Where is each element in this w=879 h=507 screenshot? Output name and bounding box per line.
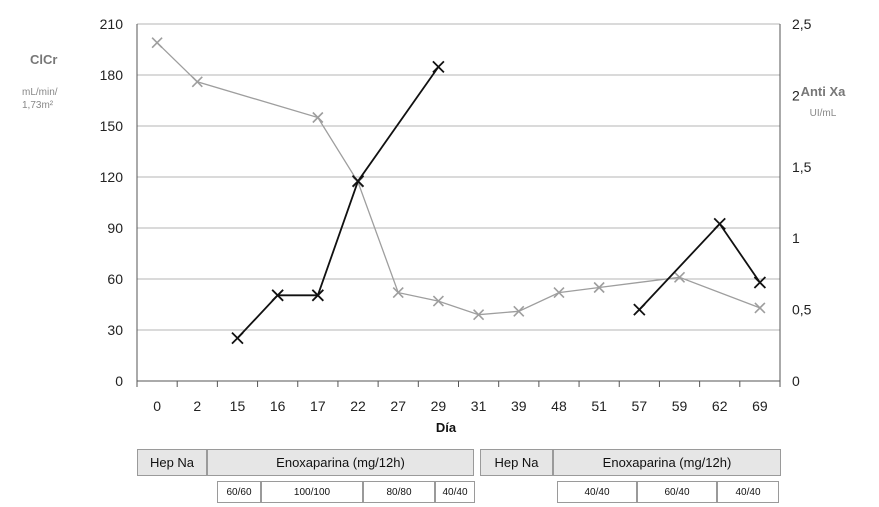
x-tick-label: 31: [471, 398, 487, 414]
x-tick-label: 17: [310, 398, 326, 414]
grid-lines: [137, 23, 780, 331]
left-axis-unit-line-2: 1,73m²: [22, 100, 54, 111]
right-axis-unit: UI/mL: [810, 108, 837, 119]
clcr-point: [151, 37, 163, 49]
antixa-point: [231, 332, 244, 345]
antixa-line: [638, 222, 761, 311]
clcr-point: [754, 302, 766, 314]
left-tick-label: 90: [107, 220, 123, 236]
x-tick-label: 69: [752, 398, 768, 414]
antixa-point: [271, 289, 284, 302]
antixa-point: [633, 303, 646, 316]
left-tick-label: 150: [100, 118, 124, 134]
antixa-series: [231, 60, 767, 345]
x-tick-label: 15: [230, 398, 246, 414]
x-tick-label: 39: [511, 398, 527, 414]
tick-labels: 0 30 60 90 120 150 180 210 0 0,5 1 1,5 2 2,5 0 2 15 16 17 2…: [100, 16, 812, 414]
x-tick-label: 0: [153, 398, 161, 414]
x-tick-label: 29: [431, 398, 447, 414]
antixa-point: [432, 60, 445, 73]
x-tick-label: 22: [350, 398, 366, 414]
clcr-point: [513, 305, 525, 317]
right-tick-label: 2,5: [792, 16, 812, 32]
x-tick-label: 57: [632, 398, 648, 414]
left-tick-label: 0: [115, 373, 123, 389]
x-axis-title: Día: [436, 420, 457, 435]
right-axis-title: Anti Xa: [801, 84, 847, 99]
x-tick-label: 48: [551, 398, 567, 414]
clcr-point: [392, 287, 404, 299]
left-axis-unit-line-1: mL/min/: [22, 87, 58, 98]
clcr-point: [593, 281, 605, 294]
x-tick-label: 2: [193, 398, 201, 414]
x-tick-label: 51: [591, 398, 607, 414]
right-tick-label: 1: [792, 230, 800, 246]
clcr-series: [151, 37, 766, 321]
left-axis-title: ClCr: [30, 52, 57, 67]
antixa-point: [753, 276, 767, 289]
antixa-point: [713, 217, 726, 231]
clcr-line: [156, 42, 761, 316]
right-tick-label: 2: [792, 87, 800, 103]
left-tick-label: 180: [100, 67, 124, 83]
antixa-line: [236, 66, 440, 339]
left-tick-label: 60: [107, 271, 123, 287]
antixa-point: [351, 174, 365, 188]
clcr-point: [312, 111, 324, 124]
clcr-point: [553, 287, 565, 299]
left-tick-label: 210: [100, 16, 124, 32]
clcr-point: [673, 271, 686, 283]
right-tick-label: 0: [792, 373, 800, 389]
right-tick-label: 0,5: [792, 302, 812, 318]
x-tick-label: 27: [390, 398, 406, 414]
clcr-point: [432, 295, 444, 307]
antixa-point: [311, 289, 324, 302]
axes: [136, 24, 781, 387]
x-tick-label: 59: [672, 398, 688, 414]
x-tick-label: 62: [712, 398, 728, 414]
clcr-point: [473, 309, 485, 321]
left-tick-label: 30: [107, 322, 123, 338]
x-tick-label: 16: [270, 398, 286, 414]
right-tick-label: 1,5: [792, 159, 812, 175]
left-tick-label: 120: [100, 169, 124, 185]
clcr-point: [191, 76, 203, 88]
